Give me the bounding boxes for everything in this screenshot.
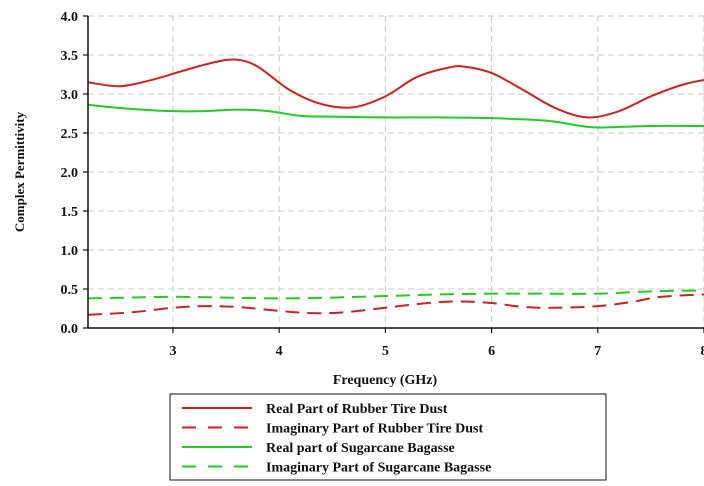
x-tick-label: 6 [488,344,495,359]
y-tick-label: 4.0 [61,10,79,25]
legend-label: Real part of Sugarcane Bagasse [266,441,455,456]
x-tick-label: 7 [594,344,601,359]
x-tick-label: 3 [169,344,176,359]
y-tick-label: 2.0 [61,166,79,181]
x-tick-label: 5 [382,344,389,359]
legend-label: Imaginary Part of Rubber Tire Dust [266,422,483,437]
x-tick-label: 4 [276,344,283,359]
x-tick-label: 8 [701,344,704,359]
y-tick-label: 2.5 [61,127,79,142]
legend-label: Imaginary Part of Sugarcane Bagasse [266,461,491,476]
y-tick-label: 0.0 [61,322,79,337]
y-tick-label: 3.5 [61,49,79,64]
x-axis-label: Frequency (GHz) [333,373,438,388]
y-tick-label: 0.5 [61,283,79,298]
legend-label: Real Part of Rubber Tire Dust [266,402,448,417]
y-tick-label: 1.5 [61,205,79,220]
y-tick-label: 3.0 [61,88,79,103]
y-axis-label: Complex Permittivity [12,111,27,232]
y-tick-label: 1.0 [61,244,79,259]
legend: Real Part of Rubber Tire Dust Imaginary P… [170,394,606,480]
